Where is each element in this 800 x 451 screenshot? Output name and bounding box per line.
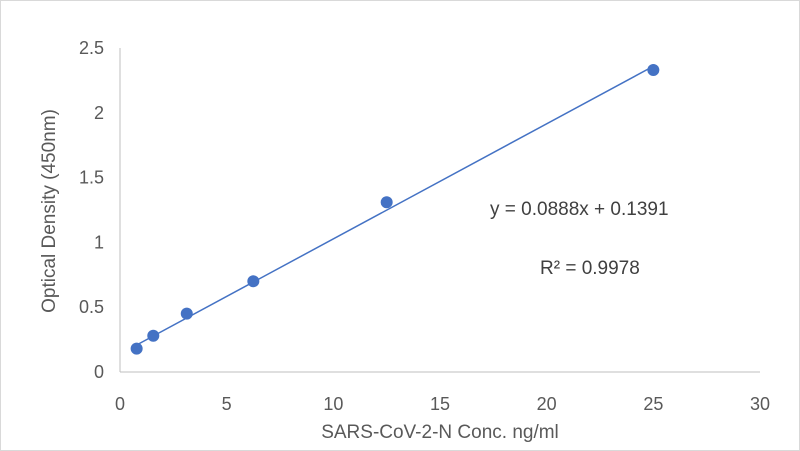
x-tick-label: 30 (750, 394, 770, 414)
y-tick-label: 0.5 (79, 297, 104, 317)
x-tick-label: 25 (643, 394, 663, 414)
data-point-1 (130, 342, 143, 355)
linear-trendline (136, 65, 654, 346)
y-axis-title: Optical Density (450nm) (39, 109, 60, 313)
y-tick-label: 2 (94, 103, 104, 123)
x-tick-label: 10 (323, 394, 343, 414)
x-tick-label: 0 (115, 394, 125, 414)
x-tick-label: 5 (222, 394, 232, 414)
data-points (130, 64, 660, 355)
y-tick-labels: 0 0.5 1 1.5 2 2.5 (79, 38, 104, 382)
y-tick-label: 0 (94, 362, 104, 382)
data-point-2 (147, 329, 160, 342)
data-point-4 (247, 275, 260, 288)
data-point-6 (647, 64, 660, 77)
x-tick-label: 20 (537, 394, 557, 414)
y-tick-label: 1.5 (79, 168, 104, 188)
trendline-equation: y = 0.0888x + 0.1391 (490, 199, 669, 220)
y-tick-label: 1 (94, 232, 104, 252)
y-tick-label: 2.5 (79, 38, 104, 58)
r-squared-label: R² = 0.9978 (540, 258, 640, 279)
x-axis-title: SARS-CoV-2-N Conc. ng/ml (321, 422, 559, 443)
x-tick-label: 15 (430, 394, 450, 414)
data-point-5 (380, 196, 393, 209)
data-point-3 (180, 307, 193, 320)
x-tick-labels: 0 5 10 15 20 25 30 (115, 394, 770, 414)
